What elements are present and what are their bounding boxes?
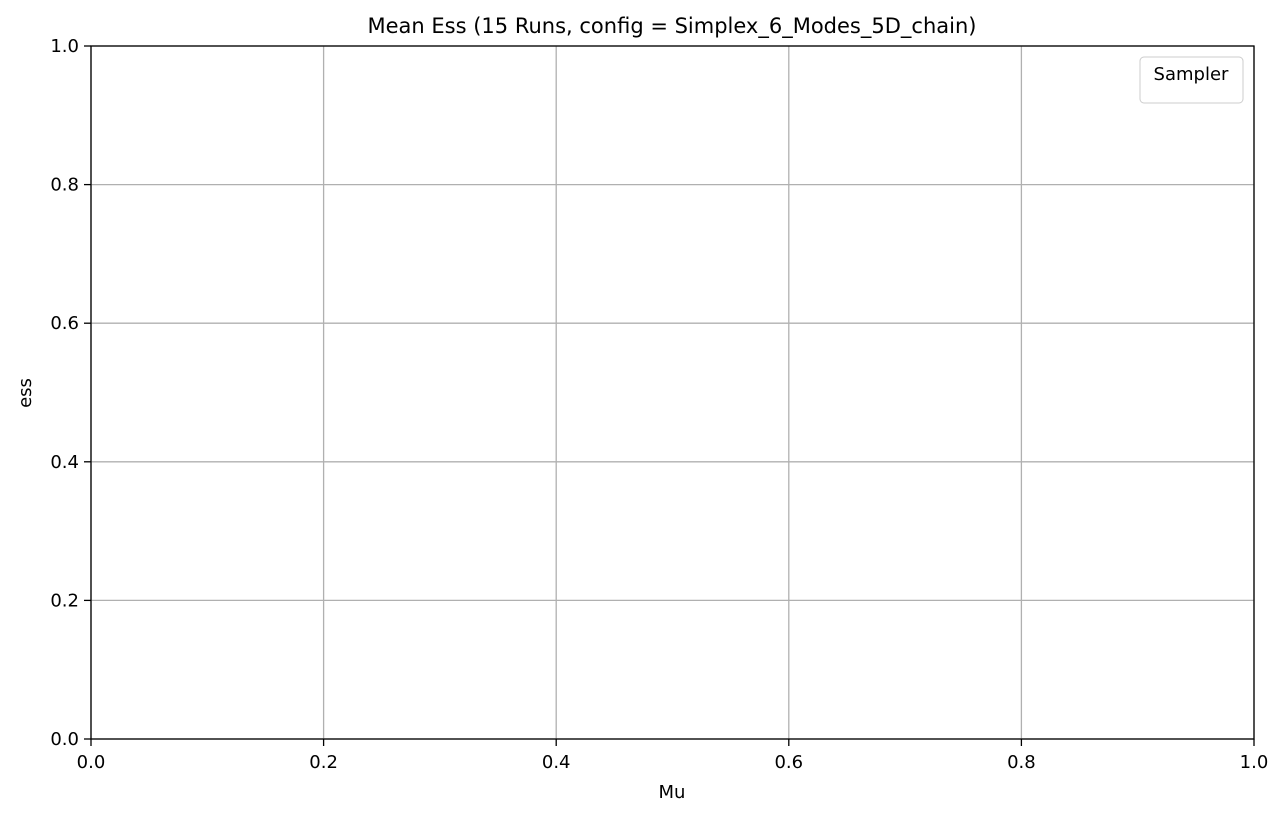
chart-title: Mean Ess (15 Runs, config = Simplex_6_Mo…: [368, 14, 977, 39]
x-tick-label: 0.0: [77, 752, 106, 773]
x-tick-label: 0.6: [774, 752, 803, 773]
y-tick-label: 0.8: [50, 175, 79, 196]
y-axis-label: ess: [15, 378, 36, 408]
x-tick-label: 1.0: [1240, 752, 1269, 773]
legend: Sampler: [1139, 56, 1244, 104]
x-tick-label: 0.4: [542, 752, 571, 773]
legend-title: Sampler: [1154, 64, 1229, 85]
plot-area-frame: [90, 45, 1255, 740]
axis-ticks: 0.0 0.2 0.4 0.6 0.8 1.0 0.0 0.2 0.4 0.6 0.8 1.0: [50, 36, 1268, 773]
y-tick-label: 0.4: [50, 452, 79, 473]
legend-box: [1139, 56, 1244, 104]
y-tick-label: 1.0: [50, 36, 79, 57]
x-axis-label: Mu: [659, 782, 686, 803]
x-tick-label: 0.2: [309, 752, 338, 773]
x-tick-label: 0.8: [1007, 752, 1036, 773]
y-tick-label: 0.2: [50, 590, 79, 611]
y-tick-label: 0.6: [50, 313, 79, 334]
y-tick-label: 0.0: [50, 729, 79, 750]
